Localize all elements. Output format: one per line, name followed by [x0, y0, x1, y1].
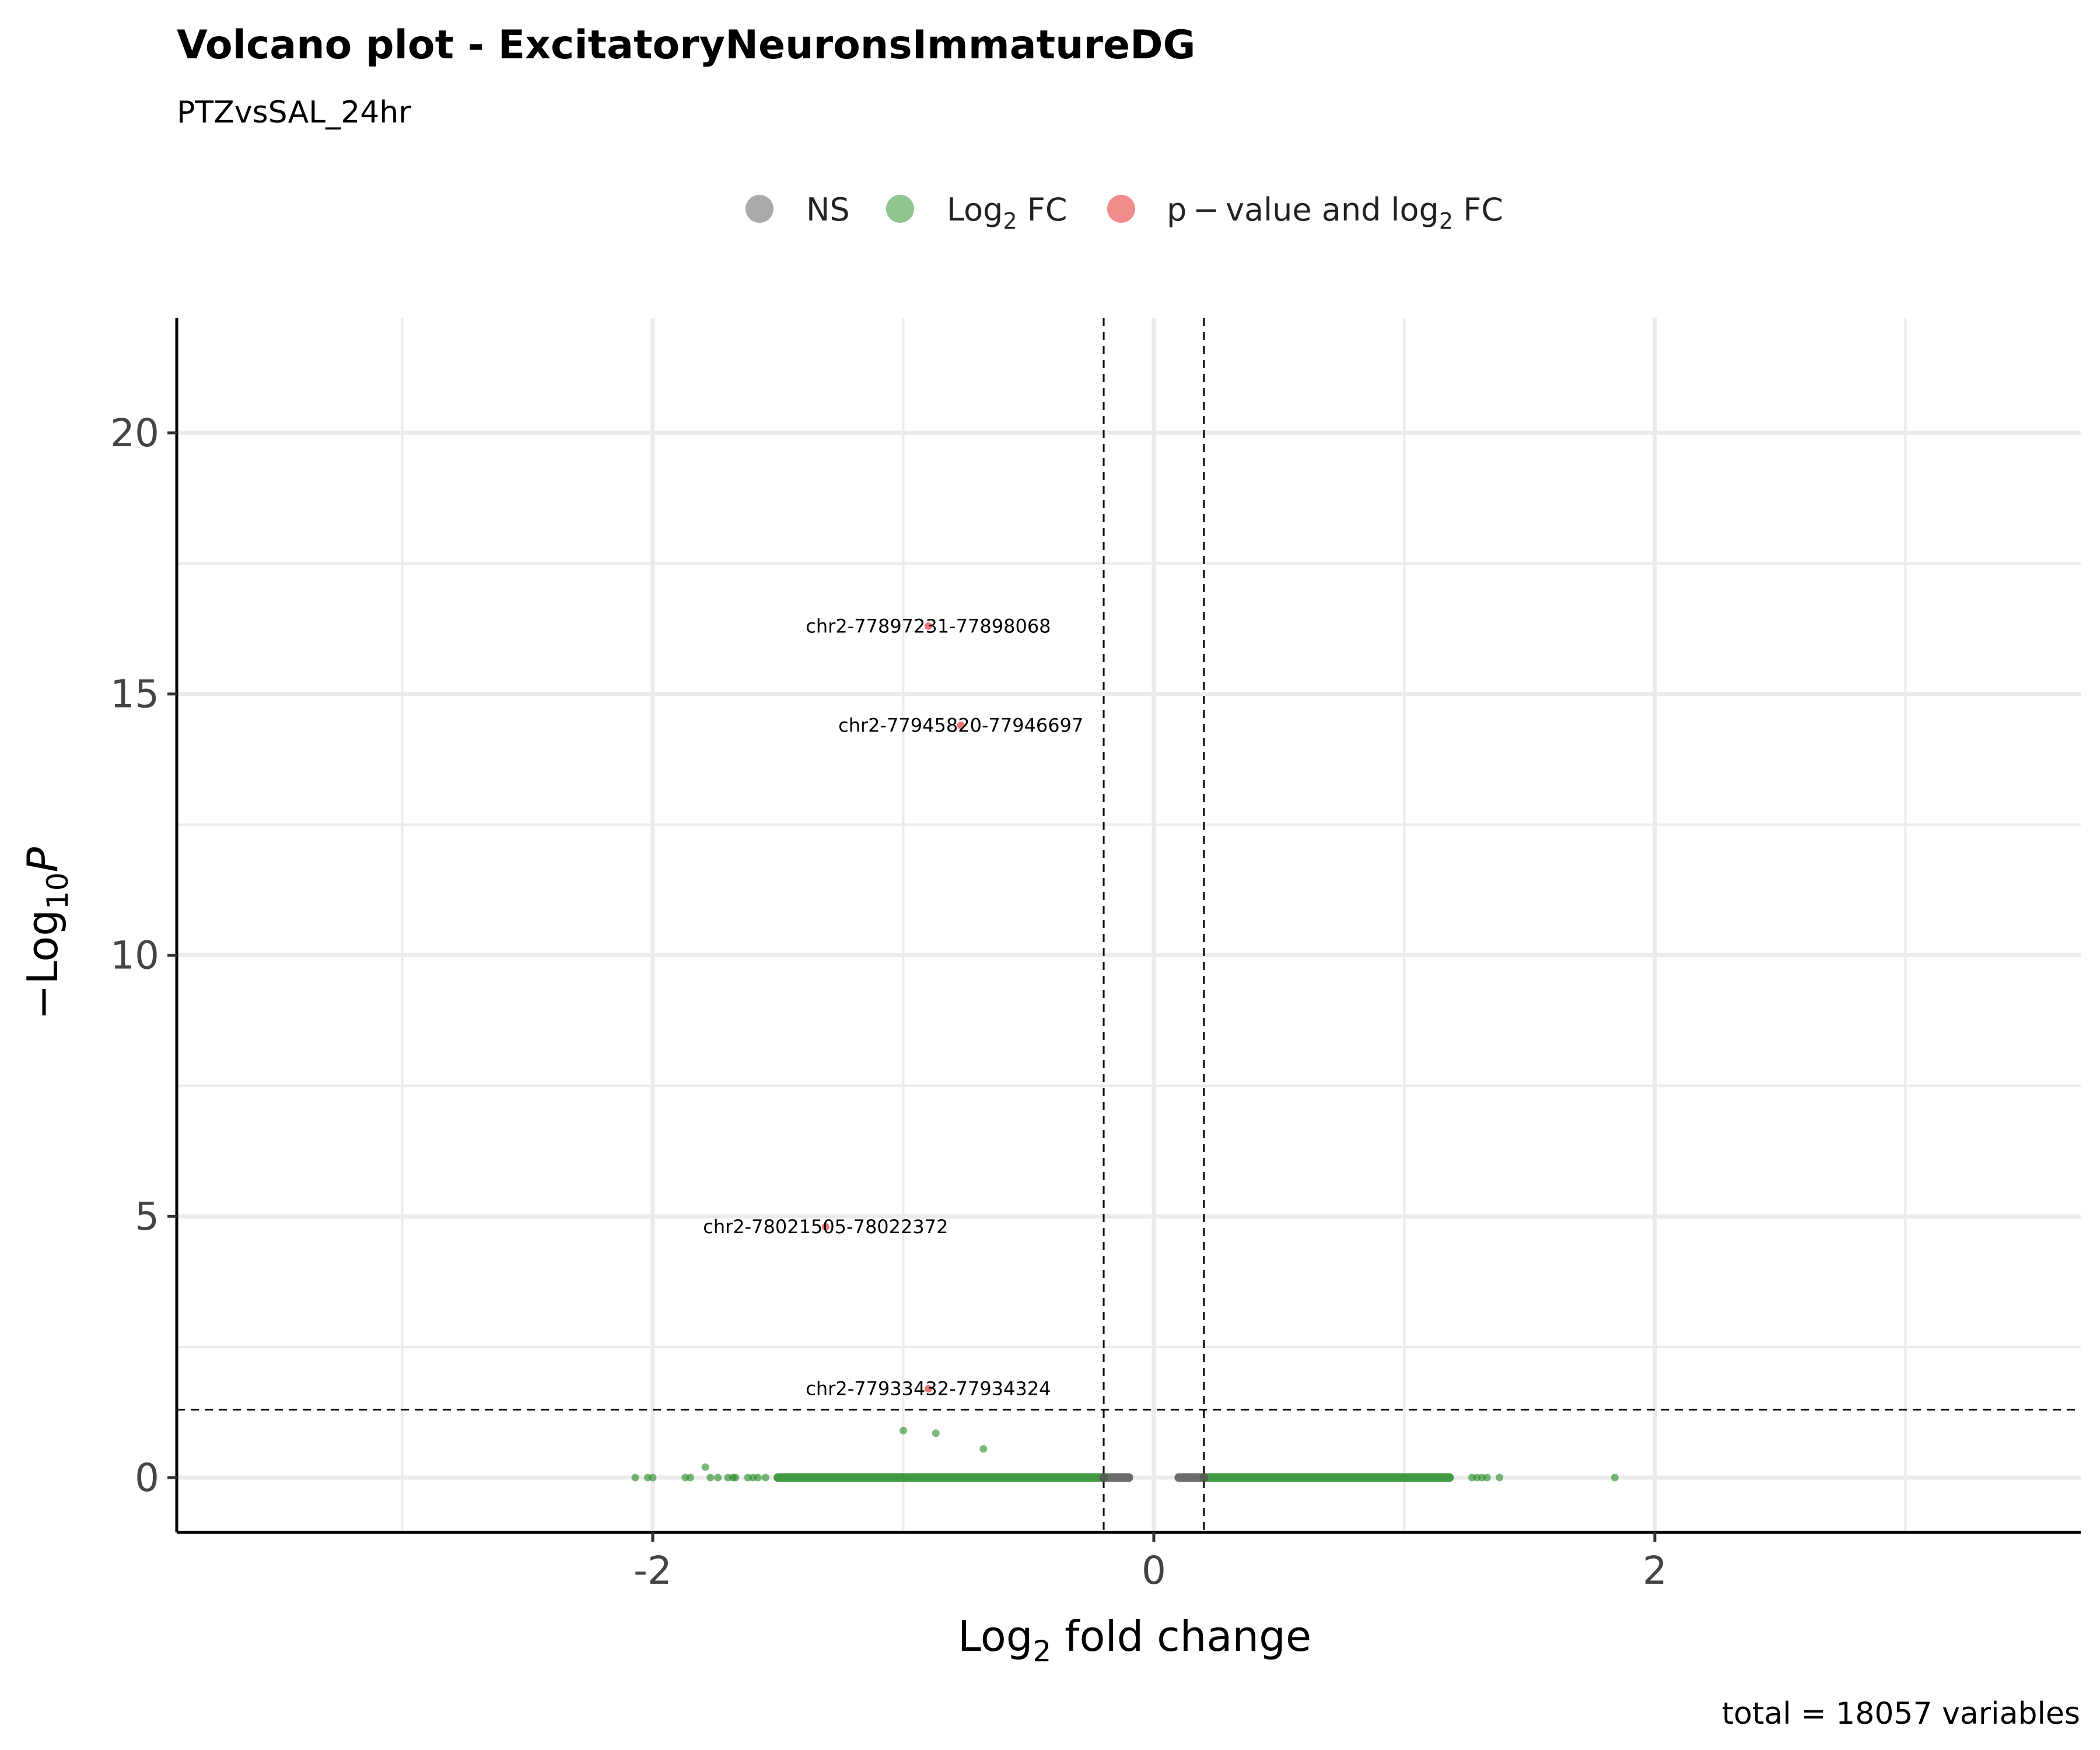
y-tick-label: 15	[110, 672, 159, 717]
y-tick-label: 10	[110, 933, 159, 978]
point-fc	[701, 1463, 709, 1471]
point-fc	[754, 1474, 762, 1482]
legend-key-fc	[886, 195, 914, 223]
x-axis-title: Log2 fold change	[958, 1612, 1311, 1668]
y-tick-label: 0	[135, 1455, 159, 1500]
cutoff-lines	[177, 318, 2081, 1532]
legend-key-pfc	[1107, 195, 1135, 223]
point-pfc	[957, 721, 965, 729]
chart-subtitle: PTZvsSAL_24hr	[177, 95, 411, 130]
legend-label-fc: Log2 FC	[947, 191, 1068, 234]
point-fc	[649, 1474, 657, 1482]
data-points	[631, 622, 1619, 1482]
point-fc	[732, 1474, 740, 1482]
point-fc	[932, 1429, 940, 1437]
x-tick-label: 2	[1643, 1548, 1667, 1593]
legend-label-pfc: p − value and log2 FC	[1167, 191, 1503, 234]
point-fc	[761, 1474, 769, 1482]
y-tick-label: 20	[110, 411, 159, 456]
point-fc	[1611, 1474, 1619, 1482]
y-axis-title: −Log10P	[18, 846, 75, 1020]
point-pfc	[924, 1385, 932, 1393]
x-tick-label: -2	[634, 1548, 672, 1593]
point-label: chr2-77897231-77898068	[806, 615, 1051, 637]
point-fc	[714, 1474, 722, 1482]
point-fc	[686, 1474, 694, 1482]
y-tick-label: 5	[135, 1194, 159, 1239]
legend: NS Log2 FC p − value and log2 FC	[746, 191, 1503, 234]
legend-key-ns	[746, 195, 774, 223]
point-label: chr2-77945820-77946697	[838, 714, 1083, 736]
point-fc	[899, 1426, 907, 1434]
point-labels: chr2-77897231-77898068 chr2-77945820-7794…	[703, 615, 1083, 1399]
point-fc	[631, 1474, 639, 1482]
legend-label-ns: NS	[806, 191, 850, 228]
point-fc	[979, 1445, 988, 1453]
chart-title: Volcano plot - ExcitatoryNeuronsImmature…	[177, 22, 1195, 68]
point-fc	[1468, 1474, 1476, 1482]
point-pfc	[924, 622, 932, 630]
point-pfc	[821, 1223, 830, 1231]
point-label: chr2-77933432-77934324	[806, 1378, 1051, 1400]
grid	[177, 318, 2081, 1532]
x-tick-label: 0	[1142, 1548, 1166, 1593]
point-fc	[1496, 1474, 1504, 1482]
point-label: chr2-78021505-78022372	[703, 1216, 948, 1238]
point-fc	[706, 1474, 715, 1482]
chart-caption: total = 18057 variables	[1722, 1696, 2080, 1731]
